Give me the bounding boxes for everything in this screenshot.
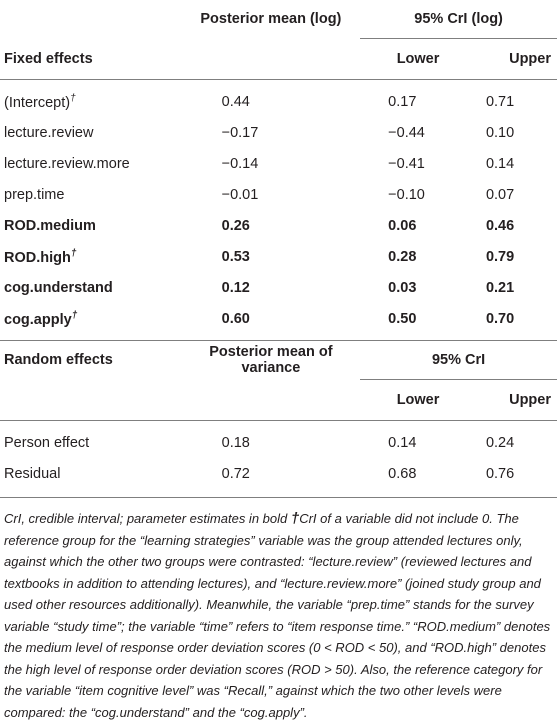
row-label: lecture.review [0, 117, 182, 148]
lower-cell: 0.14 [388, 434, 417, 451]
table-row: Person effect 0.18 0.14 0.24 [0, 427, 557, 458]
row-label-text: (Intercept) [4, 94, 71, 111]
posterior-mean-cell: 0.60 [221, 310, 250, 327]
lower-header-random: Lower [396, 392, 440, 408]
lower-cell: 0.06 [388, 217, 417, 234]
random-effects-body: Person effect 0.18 0.14 0.24 Residual 0.72 0.6… [0, 427, 557, 489]
upper-cell: 0.24 [485, 434, 515, 451]
posterior-mean-cell: 0.53 [221, 248, 250, 265]
lower-header: Lower [396, 51, 440, 67]
empty-header-cell [182, 39, 361, 80]
posterior-mean-cell: −0.17 [221, 124, 259, 141]
footnote-part2: CrI of a variable did not include 0. The… [4, 511, 551, 720]
upper-cell: 0.79 [485, 248, 515, 265]
upper-cell: 0.46 [485, 217, 515, 234]
upper-cell: 0.76 [485, 465, 515, 482]
row-label-text: prep.time [4, 186, 65, 203]
row-label: Person effect [0, 427, 182, 458]
table-row: Residual 0.72 0.68 0.76 [0, 458, 557, 489]
row-label-text: ROD.medium [4, 217, 96, 234]
lower-cell: 0.50 [388, 310, 417, 327]
variance-mean-header: Posterior mean of variance [209, 344, 333, 377]
posterior-mean-cell: 0.44 [221, 93, 250, 110]
dagger-mark: † [70, 247, 77, 259]
dagger-symbol: † [290, 510, 300, 527]
row-label: ROD.medium [0, 210, 182, 241]
row-label: (Intercept)† [0, 86, 182, 117]
row-label: prep.time [0, 179, 182, 210]
row-label: cog.apply† [0, 303, 182, 334]
posterior-mean-cell: 0.12 [221, 279, 250, 296]
upper-cell: 0.10 [485, 124, 515, 141]
lower-cell: −0.41 [388, 155, 425, 172]
table-row: cog.apply† 0.60 0.50 0.70 [0, 303, 557, 334]
posterior-mean-cell: −0.01 [221, 186, 259, 203]
upper-cell: 0.07 [485, 186, 515, 203]
row-label: ROD.high† [0, 241, 182, 272]
lower-cell: −0.10 [388, 186, 425, 203]
row-label-text: lecture.review.more [4, 155, 130, 172]
upper-cell: 0.14 [485, 155, 515, 172]
table-row: prep.time −0.01 −0.10 0.07 [0, 179, 557, 210]
fixed-effects-header: Fixed effects [4, 50, 93, 67]
row-label-text: Person effect [4, 434, 90, 451]
posterior-mean-header: Posterior mean (log) [200, 11, 342, 28]
table-footnote: CrI, credible interval; parameter estima… [4, 508, 553, 723]
lower-cell: 0.28 [388, 248, 417, 265]
table-row: ROD.high† 0.53 0.28 0.79 [0, 241, 557, 272]
row-label: lecture.review.more [0, 148, 182, 179]
row-label-text: lecture.review [4, 124, 94, 141]
results-table: Posterior mean (log) 95% CrI (log) Fixed… [0, 0, 557, 498]
footnote-part1: CrI, credible interval; parameter estima… [4, 511, 291, 526]
row-label-text: cog.understand [4, 279, 113, 296]
lower-cell: 0.17 [388, 93, 417, 110]
table-row: (Intercept)† 0.44 0.17 0.71 [0, 86, 557, 117]
lower-cell: −0.44 [388, 124, 425, 141]
dagger-mark: † [70, 92, 76, 104]
lower-cell: 0.03 [388, 279, 417, 296]
upper-header: Upper [509, 51, 551, 67]
table-row: ROD.medium 0.26 0.06 0.46 [0, 210, 557, 241]
row-label: Residual [0, 458, 182, 489]
fixed-effects-body: (Intercept)† 0.44 0.17 0.71 lecture.review −0… [0, 86, 557, 334]
posterior-mean-cell: 0.26 [221, 217, 250, 234]
cri-header: 95% CrI (log) [360, 0, 557, 39]
row-label: cog.understand [0, 272, 182, 303]
empty-header-cell [0, 380, 182, 421]
cri-header-random: 95% CrI [360, 340, 557, 380]
row-label-text: Residual [4, 465, 61, 482]
posterior-mean-cell: 0.72 [221, 465, 250, 482]
row-label-text: ROD.high [4, 249, 71, 266]
row-label-text: cog.apply [4, 311, 72, 328]
table-row: cog.understand 0.12 0.03 0.21 [0, 272, 557, 303]
dagger-mark: † [71, 309, 78, 321]
lower-cell: 0.68 [388, 465, 417, 482]
table-row: lecture.review −0.17 −0.44 0.10 [0, 117, 557, 148]
empty-header-cell [0, 0, 182, 39]
upper-header-random: Upper [509, 392, 551, 408]
empty-header-cell [182, 380, 361, 421]
upper-cell: 0.21 [485, 279, 515, 296]
upper-cell: 0.71 [485, 93, 515, 110]
random-effects-header: Random effects [4, 352, 113, 369]
posterior-mean-cell: −0.14 [221, 155, 259, 172]
upper-cell: 0.70 [485, 310, 515, 327]
table-row: lecture.review.more −0.14 −0.41 0.14 [0, 148, 557, 179]
posterior-mean-cell: 0.18 [221, 434, 250, 451]
